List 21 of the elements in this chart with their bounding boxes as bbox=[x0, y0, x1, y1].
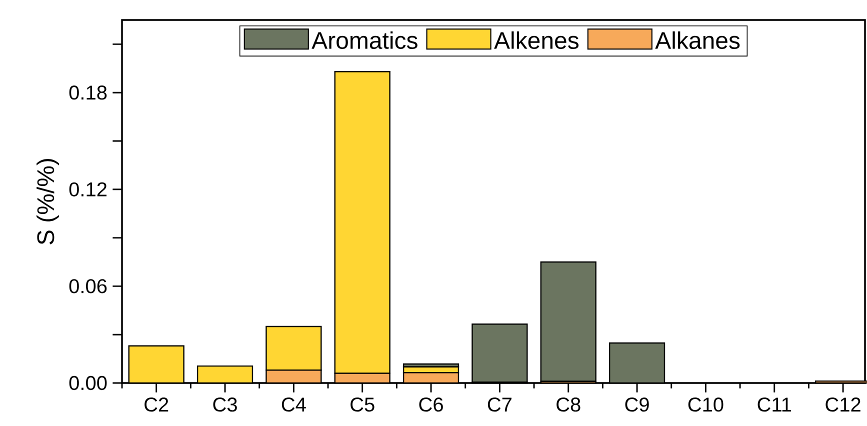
x-tick-label: C9 bbox=[625, 398, 649, 412]
x-tick-label: C2 bbox=[144, 398, 168, 412]
x-tick-label: C3 bbox=[213, 398, 237, 412]
x-tick-label: C7 bbox=[488, 398, 512, 412]
x-tick-label: C10 bbox=[688, 398, 724, 412]
y-tick-label: 0.18 bbox=[69, 86, 107, 100]
x-tick-label: C11 bbox=[758, 398, 791, 412]
y-axis-title: S (%/%) bbox=[36, 159, 59, 244]
legend-label: Alkenes bbox=[494, 31, 579, 49]
x-tick-label: C12 bbox=[826, 398, 860, 412]
x-tick-label: C8 bbox=[556, 398, 580, 412]
x-tick-label: C4 bbox=[282, 398, 306, 412]
y-tick-label: 0.12 bbox=[69, 182, 106, 196]
legend-label: Aromatics bbox=[312, 31, 418, 49]
y-tick-label: 0.06 bbox=[69, 279, 107, 294]
legend-label: Alkanes bbox=[655, 31, 740, 49]
x-tick-label: C5 bbox=[350, 398, 374, 412]
y-tick-label: 0.00 bbox=[69, 376, 107, 390]
bar bbox=[472, 324, 528, 383]
bar bbox=[540, 261, 596, 382]
x-tick-label: C6 bbox=[419, 398, 443, 412]
